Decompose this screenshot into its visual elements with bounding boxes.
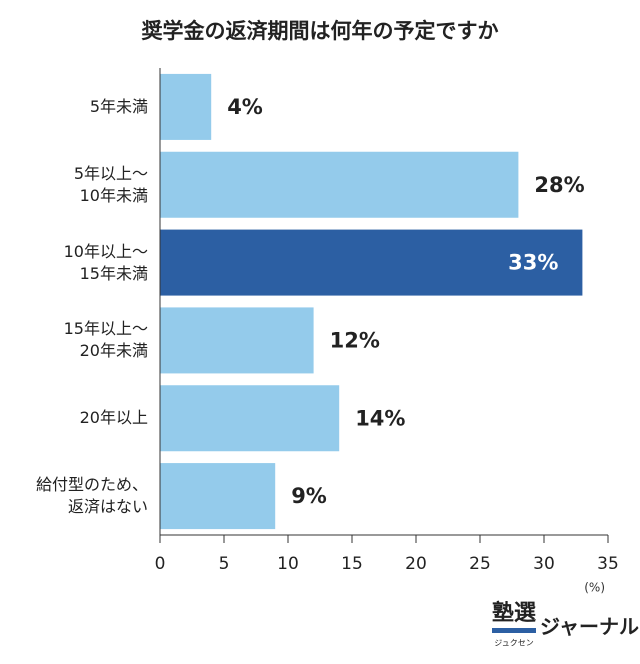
category-label: 5年以上～ 10年未満 bbox=[73, 163, 148, 205]
bar bbox=[160, 463, 276, 530]
x-tick-label: 20 bbox=[405, 554, 427, 574]
x-tick-label: 15 bbox=[341, 554, 363, 574]
category-label: 15年以上～ 20年未満 bbox=[63, 319, 148, 361]
value-label: 9% bbox=[291, 484, 327, 508]
logo-main: 塾選 bbox=[492, 600, 536, 626]
value-label: 4% bbox=[227, 95, 263, 119]
value-label: 12% bbox=[330, 328, 380, 352]
bar bbox=[160, 151, 519, 218]
logo-sub: ジャーナル bbox=[540, 615, 639, 639]
value-label: 33% bbox=[508, 251, 558, 275]
category-label: 20年以上 bbox=[79, 408, 148, 428]
x-tick-label: 30 bbox=[533, 554, 555, 574]
category-label: 給付型のため、 返済はない bbox=[35, 475, 148, 517]
x-unit: (%) bbox=[584, 581, 605, 595]
value-label: 28% bbox=[534, 173, 584, 197]
bar bbox=[160, 229, 583, 296]
value-label: 14% bbox=[355, 406, 405, 430]
bar bbox=[160, 385, 340, 452]
x-tick-label: 5 bbox=[219, 554, 230, 574]
x-tick-label: 0 bbox=[155, 554, 166, 574]
x-tick-label: 10 bbox=[277, 554, 299, 574]
chart-title: 奨学金の返済期間は何年の予定ですか bbox=[142, 19, 499, 43]
logo-bar bbox=[492, 628, 536, 633]
x-tick-label: 35 bbox=[597, 554, 619, 574]
bar bbox=[160, 73, 212, 140]
logo-reading: ジュクセン bbox=[494, 639, 533, 648]
category-label: 10年以上～ 15年未満 bbox=[63, 241, 148, 283]
bar bbox=[160, 307, 314, 374]
category-label: 5年未満 bbox=[89, 96, 148, 116]
x-tick-label: 25 bbox=[469, 554, 491, 574]
